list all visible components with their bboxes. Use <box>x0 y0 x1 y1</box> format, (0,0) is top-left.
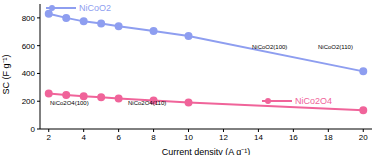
svg-text:4: 4 <box>81 133 86 142</box>
svg-text:16: 16 <box>289 133 298 142</box>
html-text:NiCo2O4(100): NiCo2O4(100) <box>50 100 89 106</box>
svg-text:2: 2 <box>47 133 52 142</box>
svg-text:14: 14 <box>254 133 263 142</box>
svg-text:8: 8 <box>151 133 156 142</box>
html-text:NiCoO2: NiCoO2 <box>79 3 111 13</box>
svg-text:800: 800 <box>22 14 36 23</box>
svg-text:20: 20 <box>359 133 368 142</box>
html-text:NiCoO2(110): NiCoO2(110) <box>318 44 353 50</box>
html-text:NiCo2O4: NiCo2O4 <box>295 96 332 106</box>
svg-text:0: 0 <box>31 125 36 134</box>
html-text:NiCo2O4(110): NiCo2O4(110) <box>128 100 167 106</box>
svg-text:12: 12 <box>219 133 228 142</box>
svg-text:200: 200 <box>22 97 36 106</box>
svg-text:SC (F g⁻¹): SC (F g⁻¹) <box>8 54 11 94</box>
svg-text:6: 6 <box>116 133 121 142</box>
svg-text:600: 600 <box>22 42 36 51</box>
html-text:NiCoO2(100): NiCoO2(100) <box>252 44 288 50</box>
svg-text:10: 10 <box>184 133 193 142</box>
svg-text:Current density (A g⁻¹): Current density (A g⁻¹) <box>162 147 251 155</box>
svg-text:18: 18 <box>324 133 333 142</box>
svg-text:400: 400 <box>22 69 36 78</box>
